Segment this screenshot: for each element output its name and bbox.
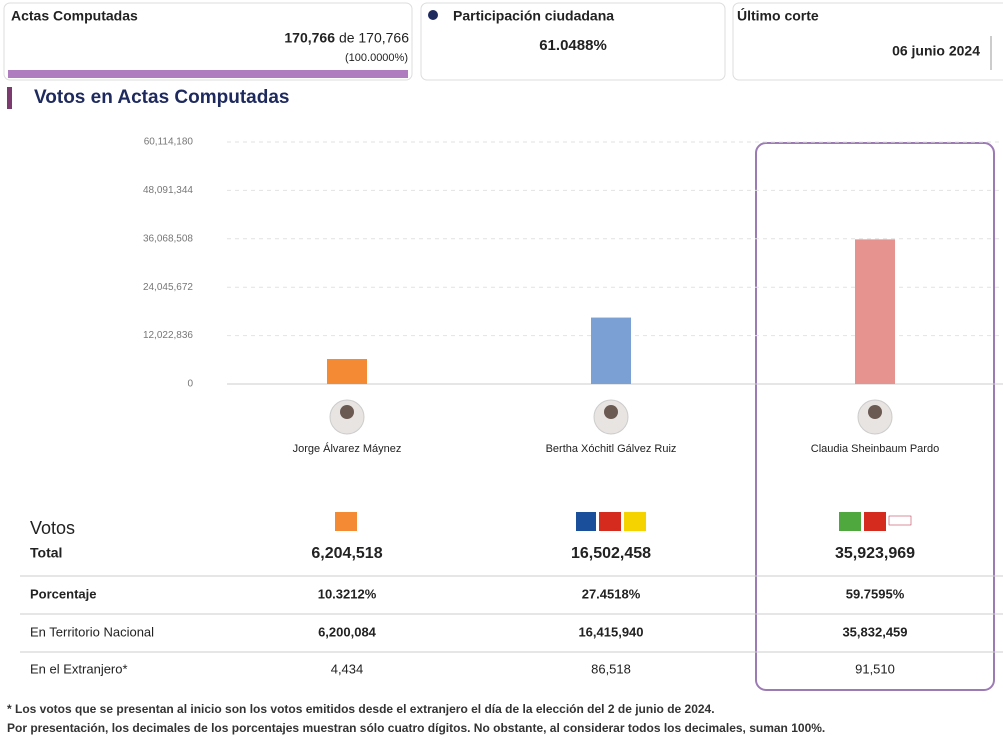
cell: 86,518 (591, 661, 631, 676)
cell: 10.3212% (318, 586, 377, 601)
footnote: Por presentación, los decimales de los p… (7, 721, 825, 735)
cell: 27.4518% (582, 586, 641, 601)
cell: 91,510 (855, 661, 895, 676)
cell: 6,204,518 (311, 545, 382, 562)
candidate-name: Jorge Álvarez Máynez (293, 442, 402, 455)
cell: 16,502,458 (571, 545, 651, 562)
bar (327, 359, 367, 384)
cell: 16,415,940 (578, 624, 643, 639)
card-total: 170,766 (358, 30, 409, 46)
bar (591, 317, 631, 384)
card-of: de (339, 30, 355, 46)
row-label: En Territorio Nacional (30, 624, 154, 639)
footnote: * Los votos que se presentan al inicio s… (7, 702, 715, 716)
avatar-head (868, 405, 882, 419)
avatar-head (604, 405, 618, 419)
progress-bar (8, 70, 408, 78)
card-date: 06 junio 2024 (892, 43, 980, 59)
row-label: En el Extranjero* (30, 661, 128, 676)
y-tick-label: 48,091,344 (143, 185, 193, 196)
y-tick-label: 12,022,836 (143, 330, 193, 341)
candidate-name: Claudia Sheinbaum Pardo (811, 443, 939, 455)
section-title: Votos en Actas Computadas (34, 87, 290, 108)
y-tick-label: 0 (187, 379, 193, 390)
highlight-box (755, 142, 995, 691)
cell: 6,200,084 (318, 624, 377, 639)
section-marker (7, 87, 12, 109)
party-logo (624, 512, 646, 531)
card-count: 170,766 (284, 30, 335, 46)
card-title: Último corte (737, 7, 819, 24)
party-logos (335, 512, 912, 531)
cell: 59.7595% (846, 586, 905, 601)
y-tick-label: 60,114,180 (144, 137, 194, 148)
bar (855, 239, 895, 384)
party-logo (864, 512, 886, 531)
cell: 35,923,969 (835, 545, 915, 562)
party-logo (576, 512, 596, 531)
party-logo (839, 512, 861, 531)
table-heading: Votos (30, 518, 75, 538)
card-value: 61.0488% (539, 37, 607, 54)
candidate-name: Bertha Xóchitl Gálvez Ruiz (546, 443, 677, 455)
y-tick-label: 36,068,508 (143, 233, 193, 244)
card-title: Actas Computadas (11, 8, 138, 24)
party-logo (335, 512, 357, 531)
info-icon (428, 10, 438, 20)
card (3, 2, 413, 81)
y-tick-label: 24,045,672 (143, 282, 193, 293)
party-logo (888, 515, 912, 526)
row-label: Porcentaje (30, 586, 96, 601)
card-percent: (100.0000%) (345, 52, 408, 64)
party-logo (599, 512, 621, 531)
avatar-head (340, 405, 354, 419)
card (732, 2, 1003, 81)
cell: 4,434 (331, 661, 364, 676)
row-label: Total (30, 545, 62, 561)
cell: 35,832,459 (842, 624, 907, 639)
card (420, 2, 726, 81)
card-title: Participación ciudadana (453, 8, 614, 24)
